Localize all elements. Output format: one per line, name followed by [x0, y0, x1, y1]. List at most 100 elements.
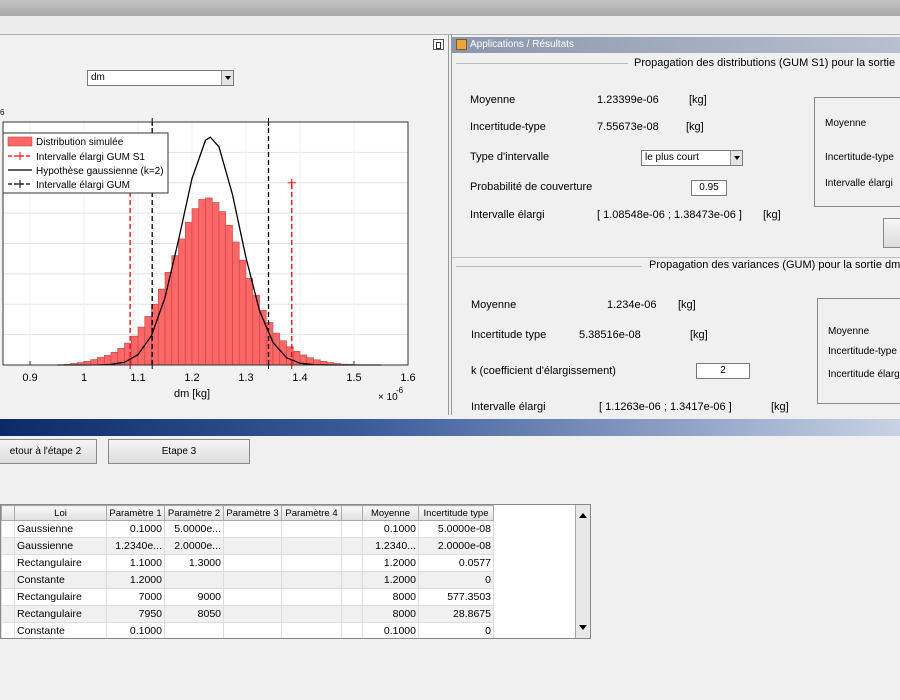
histogram-bar [279, 340, 287, 366]
table-cell: 577.3503 [418, 588, 494, 606]
separator [456, 266, 642, 267]
table-cell: 8050 [164, 605, 224, 623]
y-exponent: 6 [0, 108, 5, 117]
table-cell [164, 622, 224, 638]
table-cell [341, 588, 363, 606]
header-row: Loi Paramètre 1 Paramètre 2 Paramètre 3 Para… [1, 505, 494, 521]
table-cell: 0.1000 [106, 520, 165, 538]
table-cell: 2.0000e... [164, 537, 224, 555]
table-cell [223, 622, 282, 638]
histogram-bar [171, 255, 179, 366]
select-text: dm [91, 72, 105, 83]
histogram-bar [225, 224, 233, 366]
panel-title: Applications / Résultats [470, 39, 574, 50]
label: Intervalle élargi [470, 209, 545, 221]
output-select[interactable]: dm [87, 70, 234, 86]
table-cell [1, 554, 15, 572]
legend-label: Distribution simulée [36, 137, 124, 148]
section-heading: Propagation des distributions (GUM S1) p… [634, 57, 896, 69]
value: 1.23399e-06 [597, 94, 659, 106]
table-cell: 1.1000 [106, 554, 165, 572]
table-cell: Rectangulaire [14, 554, 107, 572]
table-cell: Rectangulaire [14, 588, 107, 606]
table-cell: Constante [14, 571, 107, 589]
legend-marker [16, 152, 24, 160]
box-label: Moyenne [825, 118, 867, 129]
table-cell: 1.2000 [362, 571, 419, 589]
table-cell: 0 [418, 571, 494, 589]
label: Incertitude-type [470, 121, 546, 133]
box-label: Intervalle élargi [825, 178, 893, 189]
summary-box [817, 298, 900, 404]
x-tick-label: 1.4 [292, 372, 307, 384]
table-row: Rectangulaire 7950 8050 8000 28.8675 [1, 605, 494, 623]
unit: [kg] [678, 299, 696, 311]
legend-marker [16, 180, 24, 188]
table-cell [223, 605, 282, 623]
separator [452, 257, 900, 258]
table-cell [223, 520, 282, 538]
table-cell [1, 571, 15, 589]
histogram-bar [218, 211, 227, 366]
k-input[interactable]: 2 [696, 363, 750, 379]
table: Loi Paramètre 1 Paramètre 2 Paramètre 3 Para… [1, 505, 494, 638]
box-label: Moyenne [828, 326, 870, 337]
histogram-bar [245, 278, 254, 366]
value: [ 1.08548e-06 ; 1.38473e-06 ] [597, 209, 742, 221]
label: Type d'intervalle [470, 151, 550, 163]
table-cell: 2.0000e-08 [418, 537, 494, 555]
table-cell [281, 571, 342, 589]
column-header: Paramètre 1 [106, 505, 165, 521]
x-tick-label: 1 [81, 372, 87, 384]
table-cell [341, 622, 363, 638]
unit: [kg] [690, 329, 708, 341]
table-cell: 8000 [362, 588, 419, 606]
table-cell: Rectangulaire [14, 605, 107, 623]
button[interactable]: Etape 3 [108, 439, 250, 464]
unit: [kg] [763, 209, 781, 221]
histogram-bar [103, 354, 112, 366]
table-cell [281, 622, 342, 638]
coverage-input[interactable]: 0.95 [691, 180, 727, 196]
line-marker [287, 178, 296, 187]
table-cell: 28.8675 [418, 605, 494, 623]
column-header: Paramètre 2 [164, 505, 224, 521]
x-tick-label: 0.9 [22, 372, 37, 384]
histogram-bar [238, 259, 247, 366]
histogram-bar [205, 197, 213, 366]
table-row: Constante 1.2000 1.2000 0 [1, 571, 494, 589]
table-cell: 7950 [106, 605, 165, 623]
table-cell [341, 554, 363, 572]
table-cell: 1.2000 [362, 554, 419, 572]
table-cell: 0 [418, 622, 494, 638]
column-header [341, 505, 363, 521]
table-cell: Gaussienne [14, 537, 107, 555]
table-row: Constante 0.1000 0.1000 0 [1, 622, 494, 638]
table-cell [223, 537, 282, 555]
table-cell [341, 605, 363, 623]
histogram-bar [178, 238, 186, 366]
histogram-bar [164, 272, 173, 366]
x-tick-label: 1.2 [184, 372, 199, 384]
table-cell: 0.0577 [418, 554, 494, 572]
box-label: Incertitude-type [825, 152, 894, 163]
maximize-icon[interactable] [433, 39, 444, 50]
table-cell [281, 554, 342, 572]
table-cell [223, 554, 282, 572]
button[interactable]: etour à l'étape 2 [0, 439, 97, 464]
table-cell: 1.2000 [106, 571, 165, 589]
table-cell: Gaussienne [14, 520, 107, 538]
table-cell [341, 520, 363, 538]
section-heading: Propagation des variances (GUM) pour la … [649, 259, 900, 271]
interval-type-select[interactable]: le plus court [641, 150, 743, 166]
table-cell [281, 605, 342, 623]
table-cell: 0.1000 [362, 622, 419, 638]
label: Incertitude type [471, 329, 547, 341]
x-multiplier: × 10 [378, 392, 398, 403]
x-tick-label: 1.6 [400, 372, 415, 384]
scrollbar[interactable] [575, 505, 590, 638]
table-row: Rectangulaire 1.1000 1.3000 1.2000 0.0577 [1, 554, 494, 572]
button[interactable] [883, 218, 900, 248]
table-cell: 1.2340e... [106, 537, 165, 555]
